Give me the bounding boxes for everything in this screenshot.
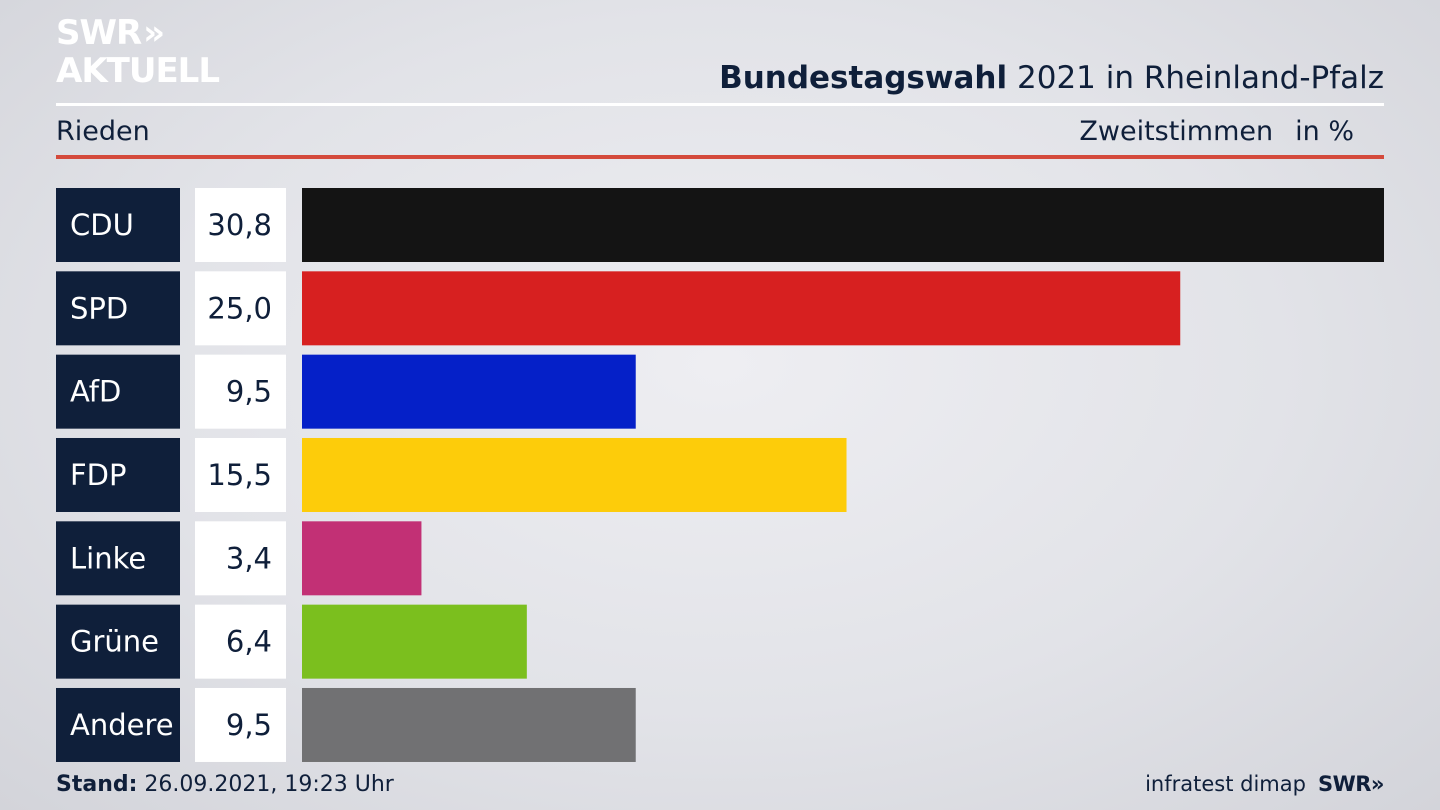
- category-label: CDU: [70, 208, 134, 242]
- bar-row-linke: Linke 3,4: [56, 521, 422, 596]
- header-divider: [56, 103, 1384, 106]
- swr-brand-icon: SWR»: [1317, 772, 1385, 796]
- bar-gr-ne: [302, 604, 527, 679]
- party-label-box: [56, 604, 180, 679]
- unit-text: in %: [1295, 116, 1354, 147]
- value-label: 3,4: [226, 541, 272, 575]
- measure-label: Zweitstimmen in %: [1079, 116, 1354, 147]
- category-label: FDP: [70, 458, 127, 492]
- category-label: Grüne: [70, 625, 159, 659]
- value-box: [195, 271, 286, 346]
- stand-label: Stand:: [56, 772, 138, 797]
- category-label: Andere: [70, 708, 174, 742]
- bar-row-andere: Andere 9,5: [56, 687, 636, 762]
- location-label: Rieden: [56, 116, 150, 147]
- title-rest: 2021 in Rheinland-Pfalz: [1017, 60, 1384, 96]
- measure-text: Zweitstimmen: [1079, 116, 1274, 147]
- logo-swr-text: SWR: [56, 13, 142, 53]
- chart-title: Bundestagswahl 2021 in Rheinland-Pfalz: [719, 60, 1384, 96]
- value-label: 30,8: [207, 208, 272, 242]
- bar-row-fdp: FDP 15,5: [56, 437, 847, 512]
- swr-aktuell-logo: SWR» AKTUELL: [56, 13, 220, 91]
- logo-aktuell-text: AKTUELL: [56, 51, 220, 91]
- title-bold: Bundestagswahl: [719, 60, 1008, 96]
- bar-linke: [302, 521, 422, 596]
- bar-row-spd: SPD 25,0: [56, 271, 1181, 346]
- party-label-box: [56, 437, 180, 512]
- value-label: 25,0: [207, 291, 272, 325]
- party-label-box: [56, 188, 180, 262]
- party-label-box: [56, 354, 180, 429]
- stand-value: 26.09.2021, 19:23 Uhr: [144, 772, 394, 797]
- value-box: [195, 604, 286, 679]
- bar-row-cdu: CDU 30,8: [56, 188, 1384, 262]
- bar-row-gr-ne: Grüne 6,4: [56, 604, 527, 679]
- bar-andere: [302, 687, 636, 762]
- accent-divider: [56, 155, 1384, 159]
- value-box: [195, 437, 286, 512]
- value-box: [195, 188, 286, 262]
- value-label: 9,5: [226, 708, 272, 742]
- value-box: [195, 687, 286, 762]
- party-label-box: [56, 271, 180, 346]
- value-box: [195, 354, 286, 429]
- category-label: AfD: [70, 375, 121, 409]
- bar-fdp: [302, 437, 847, 512]
- party-label-box: [56, 521, 180, 596]
- category-label: SPD: [70, 291, 128, 325]
- party-label-box: [56, 687, 180, 762]
- timestamp: Stand: 26.09.2021, 19:23 Uhr: [56, 772, 394, 797]
- bar-row-afd: AfD 9,5: [56, 354, 636, 429]
- bar-afd: [302, 354, 636, 429]
- value-label: 6,4: [226, 625, 272, 659]
- source-credit: infratest dimap SWR»: [1145, 772, 1384, 796]
- bar-spd: [302, 271, 1181, 346]
- bar-cdu: [302, 188, 1384, 262]
- value-label: 15,5: [207, 458, 272, 492]
- value-box: [195, 521, 286, 596]
- category-label: Linke: [70, 541, 146, 575]
- value-label: 9,5: [226, 375, 272, 409]
- source-label: infratest dimap: [1145, 772, 1306, 796]
